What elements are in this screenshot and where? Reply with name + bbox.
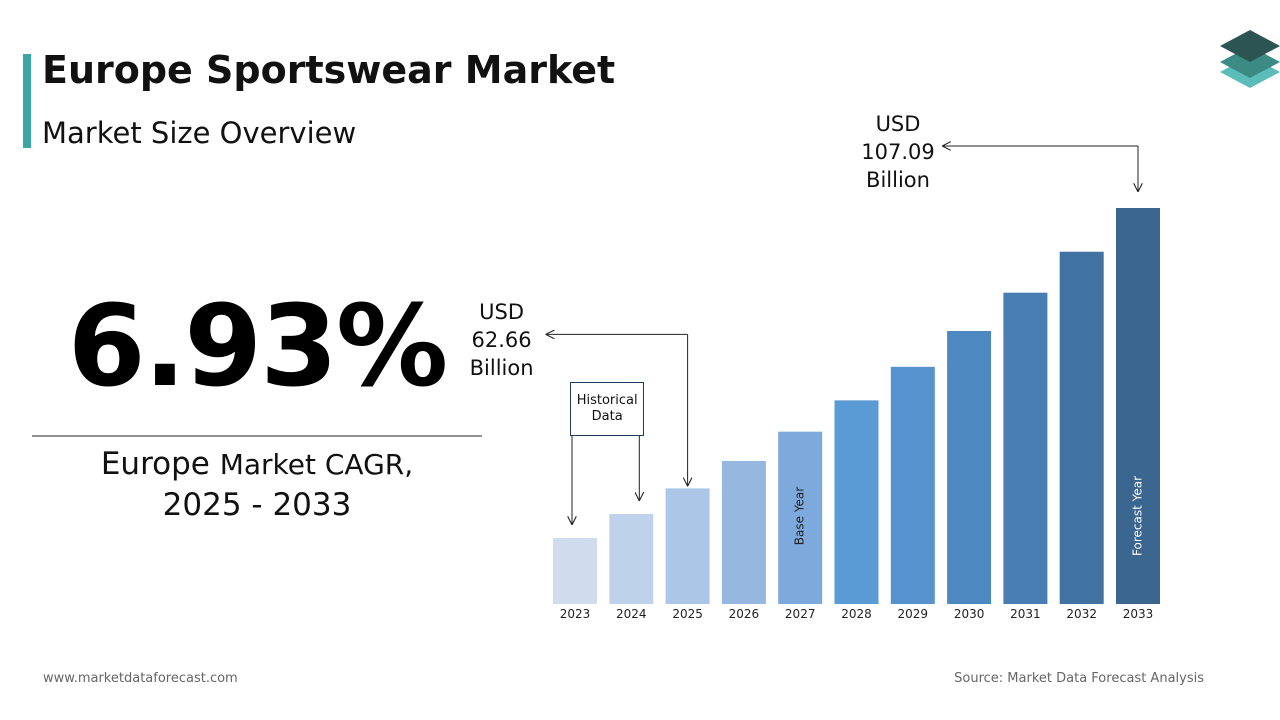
bar: [834, 400, 879, 604]
bar: [721, 461, 766, 604]
x-tick-label: 2027: [785, 607, 816, 621]
cagr-caption-text: Market CAGR,: [219, 448, 414, 481]
title: Europe Sportswear Market: [42, 48, 616, 92]
cagr-value: 6.93%: [67, 282, 449, 412]
bar: [1059, 251, 1104, 605]
bar: [1116, 208, 1160, 604]
bar: [947, 331, 992, 604]
bar: [553, 538, 597, 604]
annotation-box: Historical Data: [570, 382, 645, 436]
x-tick-label: 2028: [841, 607, 872, 621]
website: www.marketdataforecast.com: [43, 671, 238, 686]
bar-note: Base Year: [793, 487, 807, 546]
cagr-region: Europe: [100, 446, 210, 482]
cagr-period: 2025 - 2033: [162, 487, 352, 523]
bar-note: Forecast Year: [1131, 476, 1145, 556]
bar: [609, 514, 654, 604]
value-label: USD 62.66 Billion: [469, 300, 534, 381]
x-tick-label: 2023: [560, 607, 591, 621]
x-tick-label: 2026: [729, 607, 760, 621]
bar: [1003, 292, 1048, 604]
source: Source: Market Data Forecast Analysis: [954, 671, 1204, 686]
subtitle: Market Size Overview: [42, 116, 357, 150]
bar: [665, 488, 710, 604]
cagr-caption: Europe Market CAGR, 2025 - 2033: [32, 444, 482, 525]
value-label: USD 107.09 Billion: [861, 112, 935, 192]
bar: [778, 431, 823, 604]
bar: [890, 366, 935, 604]
x-tick-label: 2031: [1010, 607, 1041, 621]
x-tick-label: 2025: [672, 607, 703, 621]
logo: [1220, 30, 1280, 88]
x-tick-label: 2032: [1066, 607, 1097, 621]
x-tick-label: 2024: [616, 607, 647, 621]
x-tick-label: 2030: [954, 607, 985, 621]
x-tick-label: 2033: [1123, 607, 1154, 621]
x-tick-label: 2029: [898, 607, 929, 621]
accent-bar: [23, 54, 31, 148]
